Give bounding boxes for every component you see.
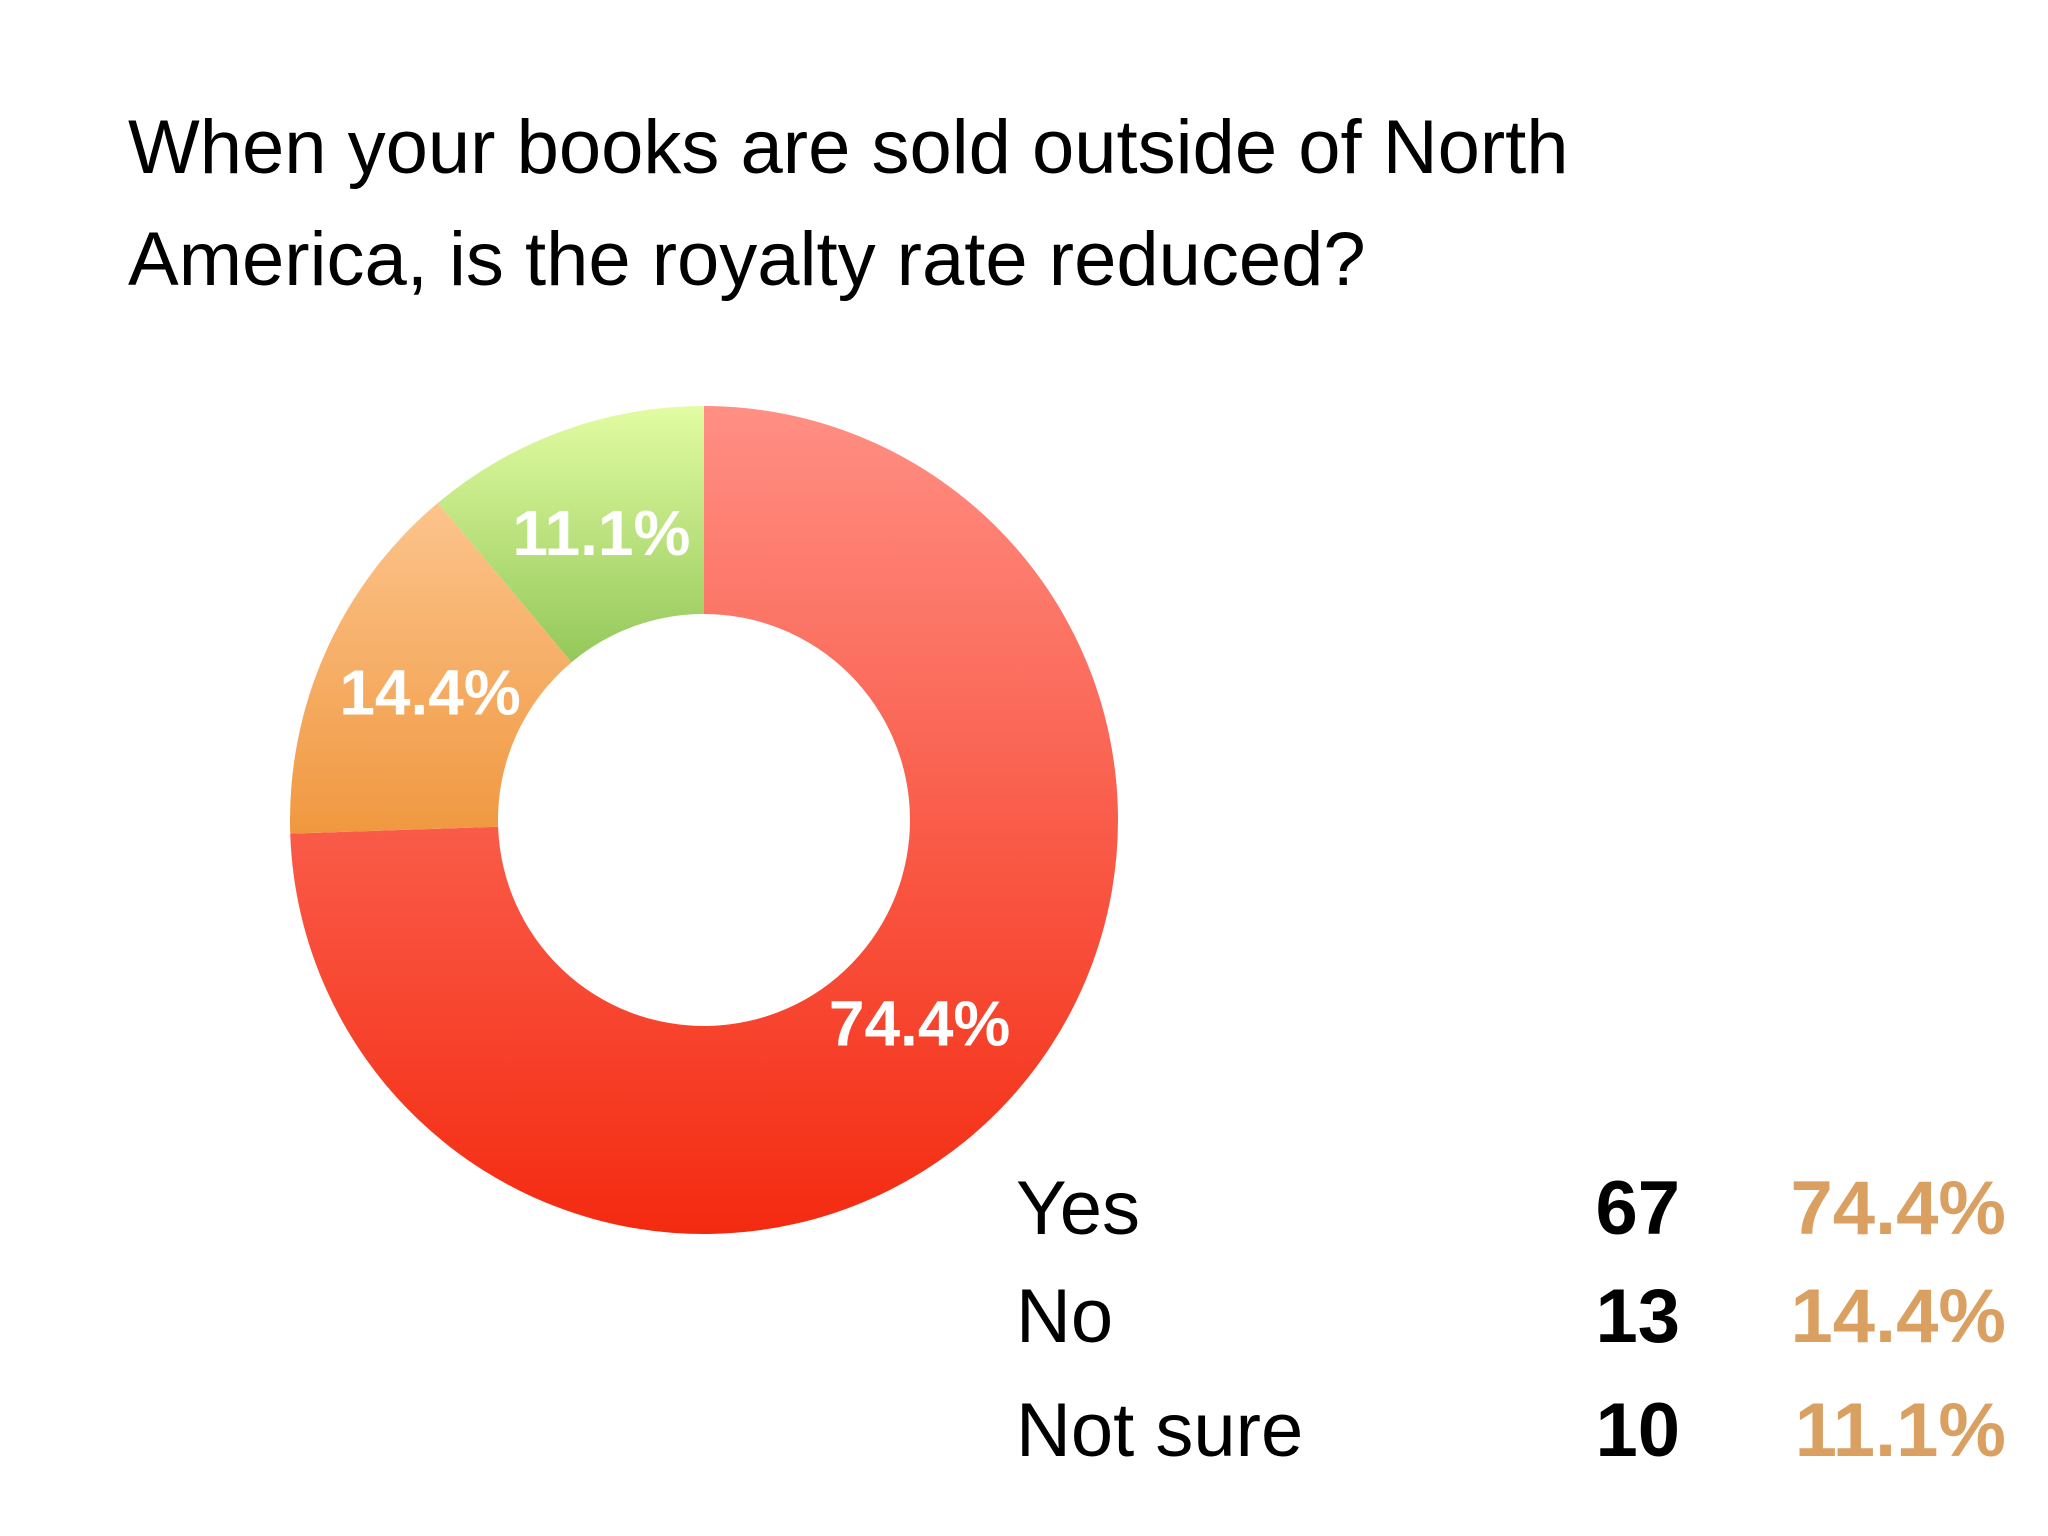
donut-data-labels: 74.4% 14.4% 11.1% [339,497,1010,1060]
slide-title: When your books are sold outside of Nort… [128,92,1888,316]
donut-slice-no [290,502,572,834]
donut-slice-not-sure [437,406,704,663]
title-line-2: America, is the royalty rate reduced? [128,217,1366,302]
row-percent-not-sure: 11.1% [1794,1388,2006,1473]
row-percent-yes: 74.4% [1790,1166,2007,1251]
table-row-yes: Yes 67 74.4% [1016,1153,2006,1265]
donut-slice-yes [290,406,1118,1234]
table-row-not-sure: Not sure 10 11.1% [1016,1375,2006,1487]
table-row-no: No 13 14.4% [1016,1261,2006,1373]
row-label-not-sure: Not sure [1016,1388,1304,1473]
data-label-not-sure: 11.1% [512,497,690,569]
row-label-no: No [1016,1274,1114,1359]
row-percent-no: 14.4% [1790,1274,2007,1359]
data-label-yes: 74.4% [829,988,1010,1060]
row-count-no: 13 [1595,1274,1680,1359]
title-line-1: When your books are sold outside of Nort… [128,105,1569,190]
donut-slices [290,406,1118,1234]
data-label-no: 14.4% [339,657,520,729]
row-count-yes: 67 [1595,1166,1680,1251]
row-label-yes: Yes [1016,1166,1140,1251]
row-count-not-sure: 10 [1595,1388,1680,1473]
